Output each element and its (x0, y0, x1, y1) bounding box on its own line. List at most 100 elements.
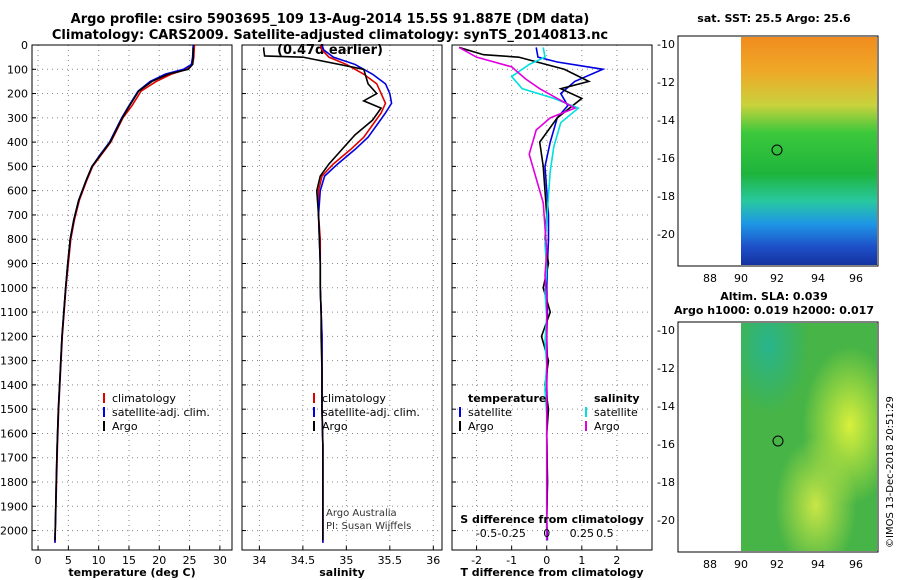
x-tick-label: 30 (213, 554, 227, 567)
legend-label: Argo (594, 420, 620, 433)
plot-frame (451, 44, 653, 551)
y-tick-label: 1800 (0, 476, 28, 489)
lon-tick-label: 90 (734, 558, 748, 571)
y-tick-label: 1300 (0, 355, 28, 368)
plot-frame (31, 44, 233, 551)
y-tick-label: 1100 (0, 306, 28, 319)
x-tick-label: 0 (35, 554, 42, 567)
x-tick-label: 25 (183, 554, 197, 567)
x-tick-label: 35.5 (378, 554, 403, 567)
legend-label: climatology (322, 392, 386, 405)
y-tick-label: 1400 (0, 379, 28, 392)
x-axis-label: T difference from climatology (460, 566, 643, 579)
lat-tick-label: -12 (657, 362, 675, 375)
series-line-climatology (317, 44, 387, 543)
legend-header: salinity (594, 392, 640, 405)
series-line-satellite-adj-clim- (54, 44, 195, 543)
lat-tick-label: -10 (657, 38, 675, 51)
y-tick-label: 400 (7, 136, 28, 149)
profile-panel-1: 0 5 10 15 20 25 30 temperature (deg C) 0 100 200 30… (0, 39, 233, 579)
y-tick-label: 1000 (0, 282, 28, 295)
series-line-argo (54, 47, 195, 541)
legend-label: Argo (322, 420, 348, 433)
legend-label: climatology (112, 392, 176, 405)
legend-label: Argo (112, 420, 138, 433)
x-tick-label: -2 (471, 554, 482, 567)
series-line-satellite-adj-clim- (317, 44, 393, 543)
profile-panel-2: 34 34.5 35 35.5 36 salinity climatologysatelli… (241, 44, 443, 579)
top-tick-label: -0.5 (476, 527, 497, 540)
top-tick-label: 0.5 (596, 527, 614, 540)
top-tick-label: 0 (543, 527, 550, 540)
series-line-argo (458, 46, 577, 541)
y-tick-label: 1900 (0, 500, 28, 513)
lat-tick-label: -12 (657, 76, 675, 89)
x-tick-label: 1 (578, 554, 585, 567)
x-tick-label: 34.5 (291, 554, 316, 567)
series-line-argo (262, 47, 383, 541)
x-tick-label: 34 (252, 554, 266, 567)
lat-tick-label: -20 (657, 514, 675, 527)
legend-label: satellite (468, 406, 512, 419)
legend-label: satellite (594, 406, 638, 419)
top-tick-label: 0.25 (570, 527, 595, 540)
lat-tick-label: -10 (657, 324, 675, 337)
plot-frame (241, 44, 443, 551)
series-line-argo (458, 46, 592, 541)
lon-tick-label: 96 (849, 272, 863, 285)
legend-header: temperature (468, 392, 546, 405)
lon-tick-label: 88 (703, 558, 717, 571)
x-tick-label: 10 (92, 554, 106, 567)
series-line-climatology (54, 44, 196, 543)
y-tick-label: 2000 (0, 525, 28, 538)
sla-map-title-line-2: Argo h1000: 0.019 h2000: 0.017 (674, 304, 874, 317)
top-axis-label: S difference from climatology (460, 513, 644, 526)
top-tick-label: -0.25 (497, 527, 525, 540)
x-tick-label: -1 (506, 554, 517, 567)
lon-tick-label: 92 (770, 272, 784, 285)
lat-tick-label: -20 (657, 228, 675, 241)
y-tick-label: 1200 (0, 330, 28, 343)
lat-tick-label: -16 (657, 152, 675, 165)
x-tick-label: 2 (613, 554, 620, 567)
lat-tick-label: -18 (657, 190, 675, 203)
title-line-1: Argo profile: csiro 5903695_109 13-Aug-2… (70, 12, 590, 27)
lon-tick-label: 88 (703, 272, 717, 285)
argo-position-marker (771, 144, 783, 156)
y-tick-label: 200 (7, 88, 28, 101)
x-axis-label: salinity (319, 566, 365, 579)
sst-map: 88 90 92 94 96 -10 -12 -14 -16 -18 -20 (657, 35, 879, 285)
title-line-2: Climatology: CARS2009. Satellite-adjuste… (51, 28, 609, 58)
y-tick-label: 1600 (0, 427, 28, 440)
legend-label: satellite-adj. clim. (322, 406, 420, 419)
lon-tick-label: 94 (811, 272, 825, 285)
sla-map-title-line-1: Altim. SLA: 0.039 (720, 290, 828, 303)
y-tick-label: 900 (7, 258, 28, 271)
lat-tick-label: -14 (657, 400, 675, 413)
x-tick-label: 5 (65, 554, 72, 567)
annotation-text: Argo Australia (326, 508, 397, 519)
argo-position-marker (772, 435, 784, 447)
x-tick-label: 15 (122, 554, 136, 567)
sla-map: 88 90 92 94 96 -10 -12 -14 -16 -18 -20 (657, 321, 879, 571)
lat-tick-label: -16 (657, 438, 675, 451)
y-tick-label: 100 (7, 63, 28, 76)
lon-tick-label: 92 (770, 558, 784, 571)
profile-panel-3: -2 -1 0 1 2T difference from climatology temp… (451, 44, 653, 579)
x-tick-label: 20 (152, 554, 166, 567)
x-tick-label: 0 (543, 554, 550, 567)
x-axis-label: temperature (deg C) (68, 566, 195, 579)
y-tick-label: 1500 (0, 403, 28, 416)
y-tick-label: 600 (7, 185, 28, 198)
y-tick-label: 700 (7, 209, 28, 222)
lat-tick-label: -18 (657, 476, 675, 489)
x-tick-label: 35 (339, 554, 353, 567)
y-tick-label: 1700 (0, 452, 28, 465)
y-tick-label: 500 (7, 160, 28, 173)
legend-label: Argo (468, 420, 494, 433)
lon-tick-label: 90 (734, 272, 748, 285)
lat-tick-label: -14 (657, 114, 675, 127)
y-tick-label: 800 (7, 233, 28, 246)
lon-tick-label: 96 (849, 558, 863, 571)
